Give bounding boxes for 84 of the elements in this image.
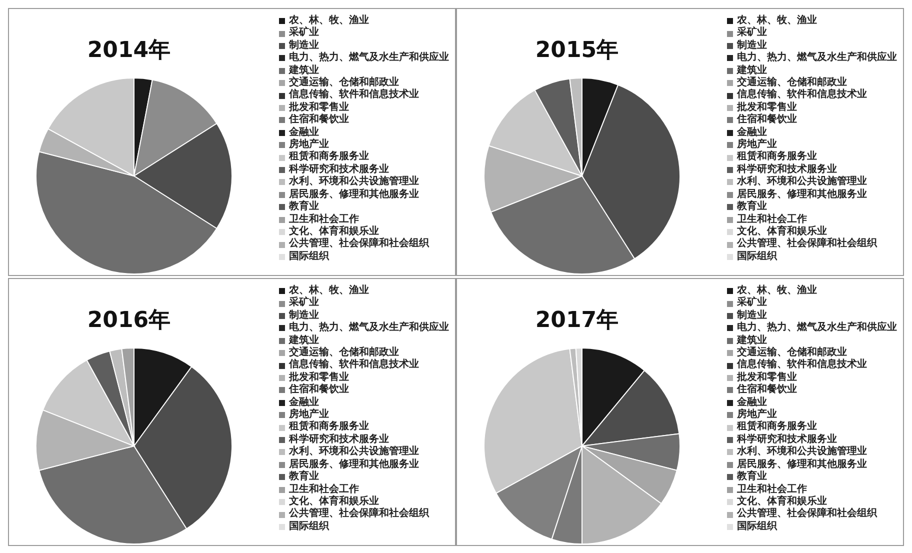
legend-label: 制造业 bbox=[289, 40, 319, 52]
legend-label: 国际组织 bbox=[289, 250, 329, 264]
legend-label: 教育业 bbox=[289, 471, 319, 484]
legend-label: 教育业 bbox=[737, 471, 767, 484]
legend-label: 建筑业 bbox=[737, 334, 767, 346]
legend-label: 制造业 bbox=[737, 310, 767, 322]
legend-label: 科学研究和技术服务业 bbox=[289, 164, 389, 175]
legend-label: 居民服务、修理和其他服务业 bbox=[289, 458, 419, 470]
legend-label: 公共管理、社会保障和社会组织 bbox=[737, 508, 877, 520]
legend-label: 电力、热力、燃气及水生产和供应业 bbox=[737, 52, 897, 64]
legend-label: 卫生和社会工作 bbox=[289, 484, 359, 495]
legend-label: 制造业 bbox=[737, 40, 767, 52]
legend-label: 建筑业 bbox=[289, 64, 319, 76]
legend-label: 制造业 bbox=[289, 310, 319, 322]
legend-label: 房地产业 bbox=[737, 409, 777, 420]
legend-label: 批发和零售业 bbox=[737, 372, 797, 383]
legend-label: 居民服务、修理和其他服务业 bbox=[737, 188, 867, 200]
legend-label: 国际组织 bbox=[737, 250, 777, 264]
legend-label: 公共管理、社会保障和社会组织 bbox=[289, 508, 429, 520]
legend-label: 卫生和社会工作 bbox=[289, 214, 359, 225]
legend-label: 租赁和商务服务业 bbox=[289, 421, 369, 434]
legend-label: 采矿业 bbox=[289, 297, 319, 310]
legend-label: 信息传输、软件和信息技术业 bbox=[737, 89, 867, 102]
legend-label: 信息传输、软件和信息技术业 bbox=[737, 359, 867, 372]
legend-label: 科学研究和技术服务业 bbox=[737, 164, 837, 175]
legend-label: 文化、体育和娱乐业 bbox=[737, 496, 827, 507]
legend-label: 交通运输、仓储和邮政业 bbox=[737, 77, 847, 88]
legend-label: 批发和零售业 bbox=[737, 102, 797, 113]
legend-label: 教育业 bbox=[737, 201, 767, 214]
legend-label: 金融业 bbox=[737, 396, 767, 408]
legend-label: 住宿和餐饮业 bbox=[289, 114, 349, 126]
legend-label: 电力、热力、燃气及水生产和供应业 bbox=[737, 322, 897, 334]
legend-label: 公共管理、社会保障和社会组织 bbox=[289, 238, 429, 250]
legend-label: 农、林、牧、渔业 bbox=[289, 15, 369, 26]
legend-label: 国际组织 bbox=[289, 520, 329, 534]
legend-label: 文化、体育和娱乐业 bbox=[737, 226, 827, 237]
legend-label: 农、林、牧、渔业 bbox=[289, 285, 369, 296]
legend-label: 信息传输、软件和信息技术业 bbox=[289, 89, 419, 102]
legend-label: 教育业 bbox=[289, 201, 319, 214]
legend-label: 水利、环境和公共设施管理业 bbox=[289, 446, 419, 458]
legend-label: 金融业 bbox=[737, 126, 767, 138]
legend-label: 住宿和餐饮业 bbox=[737, 384, 797, 396]
legend-label: 科学研究和技术服务业 bbox=[737, 434, 837, 445]
legend-label: 文化、体育和娱乐业 bbox=[289, 226, 379, 237]
legend-label: 交通运输、仓储和邮政业 bbox=[289, 77, 399, 88]
legend-label: 卫生和社会工作 bbox=[737, 214, 807, 225]
legend-label: 租赁和商务服务业 bbox=[737, 151, 817, 164]
legend-label: 住宿和餐饮业 bbox=[289, 384, 349, 396]
legend-label: 公共管理、社会保障和社会组织 bbox=[737, 238, 877, 250]
legend-label: 租赁和商务服务业 bbox=[289, 151, 369, 164]
legend-label: 金融业 bbox=[289, 126, 319, 138]
legend-label: 采矿业 bbox=[737, 27, 767, 40]
legend-label: 房地产业 bbox=[289, 139, 329, 150]
legend-label: 农、林、牧、渔业 bbox=[737, 15, 817, 26]
legend-label: 电力、热力、燃气及水生产和供应业 bbox=[289, 322, 449, 334]
legend-label: 文化、体育和娱乐业 bbox=[289, 496, 379, 507]
text: 2016年 bbox=[87, 308, 171, 333]
legend-label: 信息传输、软件和信息技术业 bbox=[289, 359, 419, 372]
legend-label: 采矿业 bbox=[289, 27, 319, 40]
legend-label: 居民服务、修理和其他服务业 bbox=[737, 458, 867, 470]
legend-label: 批发和零售业 bbox=[289, 372, 349, 383]
legend-label: 交通运输、仓储和邮政业 bbox=[737, 347, 847, 358]
legend-label: 采矿业 bbox=[737, 297, 767, 310]
legend-label: 水利、环境和公共设施管理业 bbox=[737, 176, 867, 188]
legend-label: 科学研究和技术服务业 bbox=[289, 434, 389, 445]
legend-label: 房地产业 bbox=[737, 139, 777, 150]
legend-label: 居民服务、修理和其他服务业 bbox=[289, 188, 419, 200]
legend-label: 房地产业 bbox=[289, 409, 329, 420]
legend-label: 电力、热力、燃气及水生产和供应业 bbox=[289, 52, 449, 64]
text: 2014年 bbox=[87, 38, 171, 63]
legend-label: 水利、环境和公共设施管理业 bbox=[737, 446, 867, 458]
legend-label: 金融业 bbox=[289, 396, 319, 408]
text: 2017年 bbox=[535, 308, 619, 333]
legend-label: 住宿和餐饮业 bbox=[737, 114, 797, 126]
legend-label: 水利、环境和公共设施管理业 bbox=[289, 176, 419, 188]
legend-label: 国际组织 bbox=[737, 520, 777, 534]
legend-label: 农、林、牧、渔业 bbox=[737, 285, 817, 296]
legend-label: 租赁和商务服务业 bbox=[737, 421, 817, 434]
legend-label: 卫生和社会工作 bbox=[737, 484, 807, 495]
legend-label: 建筑业 bbox=[289, 334, 319, 346]
legend-label: 建筑业 bbox=[737, 64, 767, 76]
legend-label: 批发和零售业 bbox=[289, 102, 349, 113]
text: 2015年 bbox=[535, 38, 619, 63]
legend-label: 交通运输、仓储和邮政业 bbox=[289, 347, 399, 358]
